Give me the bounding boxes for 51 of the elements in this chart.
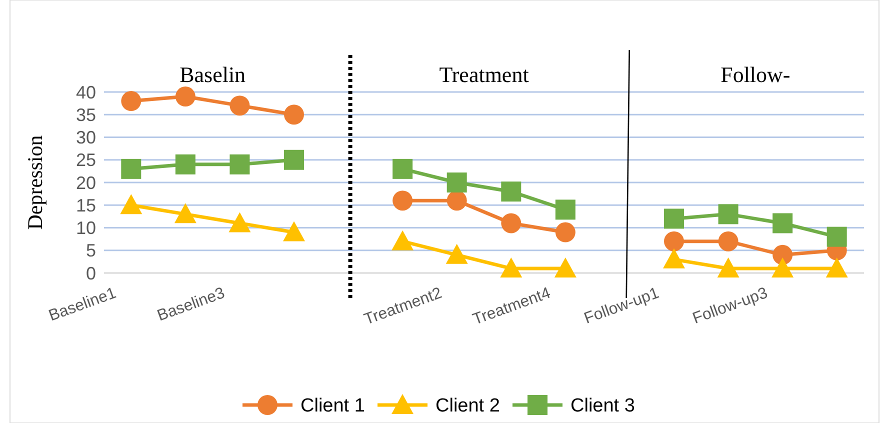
y-tick-label: 10	[76, 218, 96, 238]
point	[284, 104, 304, 125]
point	[175, 154, 196, 174]
y-tick-label: 15	[76, 195, 96, 216]
point	[826, 257, 848, 278]
point	[501, 182, 522, 202]
point	[718, 231, 738, 252]
point	[392, 158, 413, 179]
point	[174, 203, 196, 224]
y-tick-label: 30	[76, 128, 96, 148]
point	[555, 222, 576, 242]
point	[500, 257, 522, 278]
point	[120, 194, 142, 214]
point	[772, 244, 793, 265]
text: Treatment	[439, 62, 529, 87]
point	[718, 204, 738, 224]
point	[392, 230, 414, 250]
text: Follow-	[720, 62, 790, 87]
y-tick-label: 5	[86, 240, 96, 261]
y-tick-label: 35	[76, 104, 96, 125]
point	[446, 190, 467, 211]
legend-label: Client 3	[570, 396, 635, 417]
point	[446, 172, 467, 192]
y-tick-label: 20	[76, 172, 96, 193]
point	[283, 221, 305, 242]
y-tick-label: 0	[86, 263, 96, 284]
text: Baselin	[180, 62, 246, 87]
point	[717, 257, 740, 278]
legend-label: Client 1	[300, 396, 365, 417]
point	[121, 158, 142, 179]
point	[230, 154, 250, 174]
point	[228, 212, 251, 232]
point	[664, 231, 684, 252]
point	[121, 91, 142, 112]
point	[663, 248, 685, 268]
point	[501, 213, 522, 234]
point	[446, 244, 468, 264]
point	[284, 150, 304, 170]
y-tick-label: 40	[76, 82, 96, 102]
point	[772, 213, 793, 234]
legend-label: Client 2	[436, 396, 500, 417]
point	[230, 96, 250, 116]
y-tick-label: 25	[76, 150, 96, 170]
y-axis-title: Depression	[23, 134, 47, 230]
point	[664, 208, 684, 229]
point	[392, 190, 413, 211]
point	[555, 200, 576, 220]
point	[554, 257, 576, 278]
point	[175, 86, 196, 107]
point	[826, 226, 847, 247]
point	[772, 257, 794, 278]
